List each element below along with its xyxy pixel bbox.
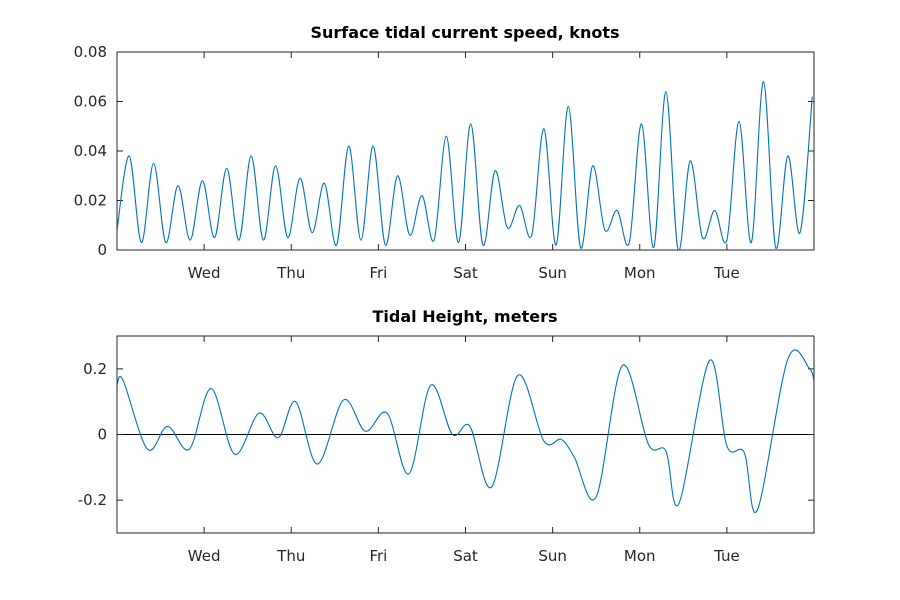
- speed-x-tick-label: Sat: [453, 264, 478, 282]
- speed-plot-area: 0 0.02 0.04 0.06 0.08 Wed Thu Fri Sat Sun Mon Tue: [74, 43, 815, 282]
- speed-chart-title: Surface tidal current speed, knots: [311, 23, 620, 42]
- speed-x-tick-label: Tue: [713, 264, 740, 282]
- height-x-tick-label: Fri: [369, 547, 387, 565]
- height-y-tick-label: -0.2: [78, 491, 107, 509]
- speed-y-tick-label: 0.06: [74, 93, 107, 111]
- speed-chart-panel: Surface tidal current speed, knots 0 0.02…: [74, 23, 815, 282]
- speed-x-tick-label: Sun: [538, 264, 567, 282]
- height-x-tick-label: Wed: [188, 547, 221, 565]
- height-plot-area: -0.2 0 0.2 Wed Thu Fri Sat Sun Mon Tue: [78, 335, 815, 565]
- height-chart-panel: Tidal Height, meters -0.2 0 0.2 Wed Thu Fri Sa…: [78, 307, 815, 565]
- speed-x-tick-label: Wed: [188, 264, 221, 282]
- speed-x-tick-label: Thu: [276, 264, 305, 282]
- speed-series-line: [117, 81, 813, 250]
- speed-y-tick-label: 0.08: [74, 43, 107, 61]
- height-series-line: [117, 349, 814, 514]
- height-x-tick-label: Sun: [538, 547, 567, 565]
- speed-axes-frame: [116, 51, 815, 251]
- height-x-tick-label: Tue: [713, 547, 740, 565]
- height-x-tick-label: Sat: [453, 547, 478, 565]
- height-x-tick-label: Thu: [276, 547, 305, 565]
- height-chart-title: Tidal Height, meters: [372, 307, 557, 326]
- height-y-tick-label: 0: [97, 426, 107, 444]
- speed-y-tick-label: 0: [97, 241, 107, 259]
- speed-y-tick-label: 0.02: [74, 192, 107, 210]
- speed-x-tick-label: Fri: [369, 264, 387, 282]
- speed-x-tick-label: Mon: [624, 264, 656, 282]
- height-x-tick-label: Mon: [624, 547, 656, 565]
- height-y-tick-label: 0.2: [83, 360, 107, 378]
- speed-y-tick-label: 0.04: [74, 142, 107, 160]
